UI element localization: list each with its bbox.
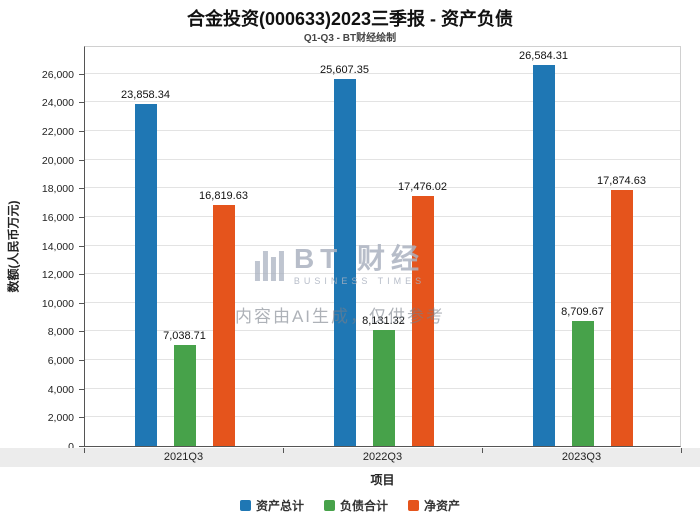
y-tick-label: 0: [68, 441, 74, 453]
bar-rect: [134, 104, 157, 446]
legend-swatch: [323, 500, 335, 511]
bar-value-label: 17,476.02: [398, 180, 447, 193]
gridline: [85, 158, 680, 160]
bar-value-label: 23,858.34: [121, 89, 170, 102]
y-axis-ticks: 0 2,000 4,000 6,000 8,000 10,000 12,000 14,000 1…: [0, 46, 84, 453]
bar-资产总计-2023Q3[interactable]: 26,584.31: [519, 50, 568, 446]
bar-rect: [571, 321, 594, 446]
bar-value-label: 16,819.63: [199, 190, 248, 203]
y-tick-label: 26,000: [41, 68, 74, 81]
plot-area: 23,858.34 7,038.71 16,819.63 25,607.35 8,131…: [84, 46, 681, 447]
y-tick-mark: [79, 274, 84, 276]
bar-group-2021Q3: 23,858.34 7,038.71 16,819.63: [85, 47, 284, 446]
y-tick-label: 2,000: [47, 412, 74, 425]
y-tick-label: 14,000: [41, 240, 74, 253]
bar-value-label: 25,607.35: [320, 64, 369, 77]
y-tick-label: 16,000: [41, 211, 74, 224]
bar-rect: [610, 190, 633, 446]
bar-value-label: 17,874.63: [597, 175, 646, 188]
bar-rect: [372, 329, 395, 446]
y-tick-mark: [79, 245, 84, 247]
y-tick-mark: [79, 73, 84, 75]
bar-rect: [333, 79, 356, 446]
legend-label: 负债合计: [339, 499, 388, 513]
x-tick-label-2023Q3: 2023Q3: [561, 451, 602, 463]
gridline: [85, 72, 680, 74]
y-tick-label: 12,000: [41, 269, 74, 282]
y-tick-mark: [79, 216, 84, 218]
bar-负债合计-2022Q3[interactable]: 8,131.32: [362, 315, 405, 446]
x-tick-mark: [482, 448, 483, 453]
bar-净资产-2021Q3[interactable]: 16,819.63: [199, 190, 248, 446]
x-tick-label-2022Q3: 2022Q3: [362, 451, 403, 463]
legend-item-净资产[interactable]: 净资产: [408, 497, 460, 514]
y-tick-mark: [79, 159, 84, 161]
x-axis-label: 项目: [370, 473, 395, 487]
x-axis-band: [0, 448, 700, 467]
gridline: [85, 129, 680, 131]
x-tick-mark: [681, 448, 682, 453]
x-tick-mark: [84, 448, 85, 453]
legend-swatch: [239, 500, 251, 511]
x-tick-label-2021Q3: 2021Q3: [163, 451, 204, 463]
bar-净资产-2022Q3[interactable]: 17,476.02: [398, 181, 447, 446]
y-tick-label: 22,000: [41, 125, 74, 138]
y-tick-mark: [79, 302, 84, 304]
gridline: [85, 301, 680, 303]
y-tick-label: 24,000: [41, 97, 74, 110]
y-tick-mark: [79, 417, 84, 419]
y-tick-mark: [79, 360, 84, 362]
x-tick-mark: [283, 448, 284, 453]
gridline: [85, 215, 680, 217]
legend-item-负债合计[interactable]: 负债合计: [323, 497, 388, 514]
y-tick-mark: [79, 446, 84, 447]
bar-value-label: 26,584.31: [519, 50, 568, 63]
y-tick-label: 18,000: [41, 183, 74, 196]
bar-value-label: 8,131.32: [362, 314, 405, 327]
y-tick-label: 20,000: [41, 154, 74, 167]
bar-rect: [173, 345, 196, 446]
x-tick-labels: 2021Q3 2022Q3 2023Q3: [84, 451, 681, 467]
y-tick-label: 6,000: [47, 355, 74, 368]
bar-group-2022Q3: 25,607.35 8,131.32 17,476.02: [284, 47, 483, 446]
gridline: [85, 273, 680, 275]
chart-title: 合金投资(000633)2023三季报 - 资产负债: [186, 9, 514, 29]
y-tick-label: 8,000: [47, 326, 74, 339]
gridline: [85, 187, 680, 189]
legend: 资产总计 负债合计 净资产: [0, 497, 700, 514]
y-tick-mark: [79, 388, 84, 390]
legend-item-资产总计[interactable]: 资产总计: [239, 497, 304, 514]
bar-负债合计-2021Q3[interactable]: 7,038.71: [163, 330, 206, 446]
legend-label: 净资产: [424, 499, 461, 513]
x-tick-marks: [84, 447, 682, 453]
y-tick-label: 10,000: [41, 297, 74, 310]
bar-资产总计-2022Q3[interactable]: 25,607.35: [320, 64, 369, 446]
chart-subtitle: Q1-Q3 - BT财经绘制: [303, 33, 397, 44]
bar-负债合计-2023Q3[interactable]: 8,709.67: [561, 306, 604, 446]
y-tick-mark: [79, 102, 84, 104]
y-tick-mark: [79, 130, 84, 132]
y-tick-mark: [79, 331, 84, 333]
legend-label: 资产总计: [255, 499, 304, 513]
y-tick-label: 4,000: [47, 383, 74, 396]
gridline: [85, 244, 680, 246]
bar-rect: [532, 65, 555, 446]
bars-layer: 23,858.34 7,038.71 16,819.63 25,607.35 8,131…: [85, 47, 680, 446]
gridline: [85, 101, 680, 103]
bar-value-label: 8,709.67: [561, 306, 604, 319]
legend-swatch: [408, 500, 419, 511]
bar-rect: [411, 195, 434, 446]
bar-value-label: 7,038.71: [163, 330, 206, 343]
y-tick-mark: [79, 188, 84, 190]
bar-rect: [212, 205, 235, 446]
bar-group-2023Q3: 26,584.31 8,709.67 17,874.63: [483, 47, 682, 446]
bar-资产总计-2021Q3[interactable]: 23,858.34: [121, 89, 170, 446]
bar-净资产-2023Q3[interactable]: 17,874.63: [597, 175, 646, 446]
